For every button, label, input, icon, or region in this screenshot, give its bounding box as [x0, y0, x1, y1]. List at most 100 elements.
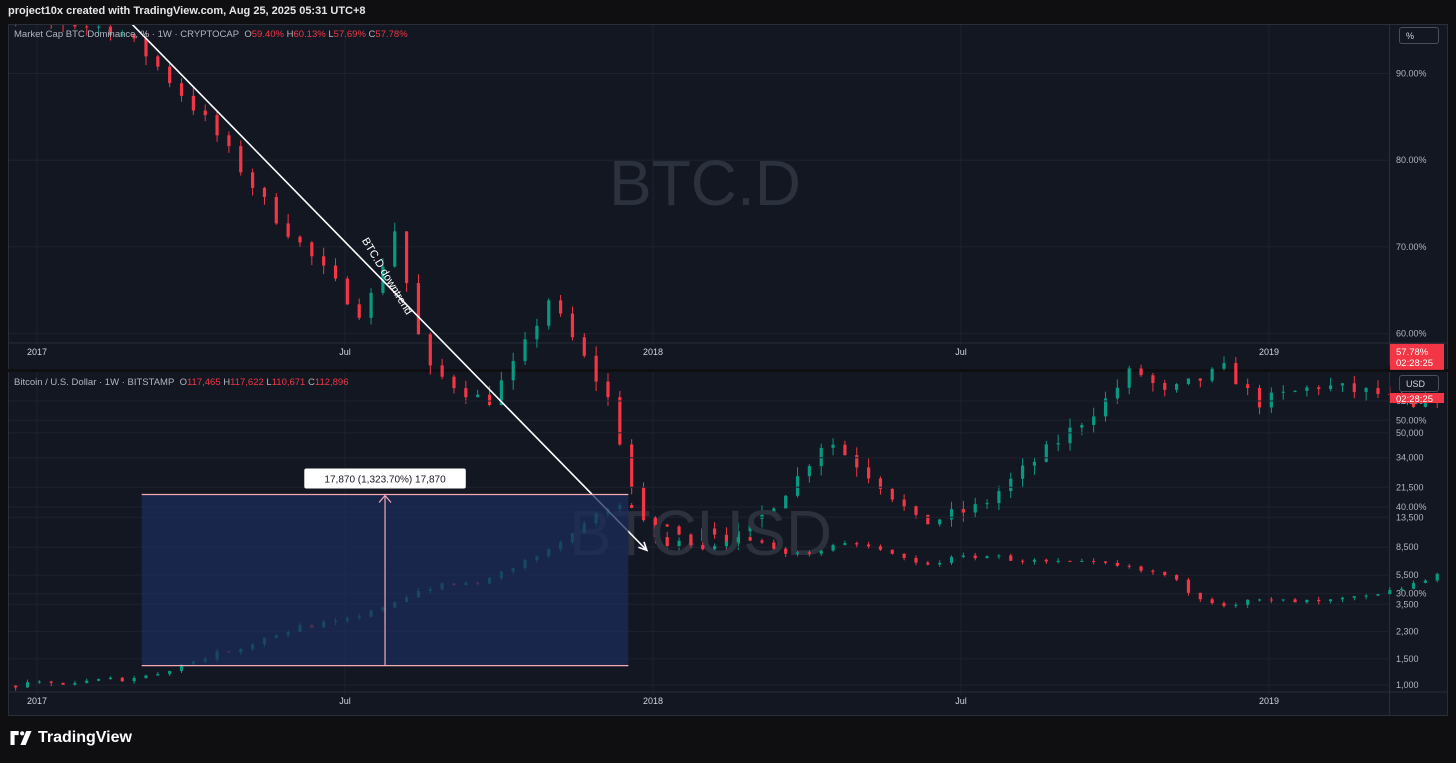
candle-body — [1009, 478, 1013, 492]
candle-body — [1021, 465, 1025, 479]
tradingview-brand[interactable]: TradingView — [10, 729, 132, 747]
candle-body — [1080, 425, 1084, 428]
candle-body — [1092, 416, 1096, 426]
dominance-pane[interactable]: BTC.D 90.00% 80.00% 70.00% 60.00% 50.00% 40.00… — [9, 25, 1447, 599]
candle-body — [156, 674, 160, 676]
candle-body — [949, 509, 954, 520]
btcusd-time-axis[interactable]: 2017Jul2018Jul2019Jul2020Jul2021Jul2022J… — [27, 696, 1447, 706]
candle-body — [689, 534, 693, 546]
candle-body — [120, 677, 124, 682]
candle-body — [1198, 378, 1202, 381]
candle-body — [1340, 383, 1345, 386]
dominance-open: 59.40% — [251, 29, 284, 40]
candle-body — [653, 517, 657, 525]
candle-body — [665, 524, 669, 527]
price-tick-label: 30.00% — [1396, 589, 1427, 599]
candle-body — [1317, 387, 1321, 390]
candle-body — [1388, 590, 1392, 595]
measure-box[interactable]: 17,870 (1,323.70%) 17,870 — [141, 468, 629, 667]
candle-body — [1411, 400, 1416, 407]
candle-body — [1376, 594, 1380, 596]
candle-body — [132, 34, 136, 39]
candle-body — [144, 38, 148, 57]
candle-body — [1163, 571, 1167, 576]
candle-body — [807, 552, 811, 554]
candle-body — [1352, 383, 1356, 392]
time-tick-label: 2019 — [1259, 347, 1279, 357]
dominance-price-axis[interactable]: 90.00% 80.00% 70.00% 60.00% 50.00% 40.00% 30.0… — [1396, 69, 1427, 599]
candle-body — [926, 514, 930, 525]
btcusd-annotations[interactable]: 17,870 (1,323.70%) 17,87022,895 (54.51%)… — [141, 390, 1447, 667]
candle-body — [108, 26, 113, 36]
candle-body — [855, 455, 859, 468]
price-tick-label: 60.00% — [1396, 329, 1427, 339]
candle-body — [168, 670, 172, 675]
candle-body — [97, 26, 101, 28]
dominance-close: 57.78% — [375, 29, 408, 40]
candle-body — [179, 83, 184, 96]
dominance-legend: Market Cap BTC Dominance, % · 1W · CRYPT… — [14, 29, 408, 40]
candle-body — [405, 231, 409, 284]
candle-body — [594, 355, 598, 382]
candle-body — [333, 265, 338, 279]
candle-body — [867, 544, 871, 547]
dominance-scale-button[interactable]: % — [1399, 27, 1439, 44]
price-tick-label: 8,500 — [1396, 542, 1419, 552]
candle-body — [843, 543, 847, 545]
measure-arrow-head — [378, 494, 392, 503]
btcusd-legend: Bitcoin / U.S. Dollar · 1W · BITSTAMP O1… — [14, 377, 349, 388]
candle-body — [618, 397, 622, 445]
candle-body — [1127, 565, 1131, 567]
candle-body — [191, 95, 195, 111]
candle-body — [239, 146, 243, 173]
candle-body — [523, 339, 527, 361]
candle-body — [1163, 383, 1167, 390]
chart-canvas[interactable]: BTC.D 90.00% 80.00% 70.00% 60.00% 50.00% 40.00… — [9, 25, 1447, 715]
candle-body — [156, 56, 160, 67]
candle-body — [369, 292, 373, 318]
candle-body — [322, 256, 326, 266]
candle-body — [1210, 368, 1214, 381]
price-tick-label: 13,500 — [1396, 512, 1424, 522]
btcusd-price-axis[interactable]: 82,00050,00034,00021,50013,5008,5005,500… — [1396, 396, 1424, 690]
price-tick-label: 80.00% — [1396, 155, 1427, 165]
candle-body — [345, 278, 349, 305]
candle-body — [772, 508, 776, 513]
candle-body — [14, 685, 18, 688]
dominance-time-axis[interactable]: 2017Jul2018Jul2019Jul2020Jul2021Jul2022J… — [27, 347, 1447, 357]
candle-body — [973, 555, 977, 559]
candle-body — [665, 537, 669, 547]
candle-body — [1329, 385, 1333, 390]
btcusd-scale-button[interactable]: USD — [1399, 375, 1439, 392]
candle-body — [985, 503, 989, 505]
candle-body — [1044, 559, 1048, 562]
candle-body — [1435, 573, 1439, 581]
candle-body — [1269, 599, 1273, 601]
candle-body — [748, 537, 752, 541]
brand-name: TradingView — [38, 729, 132, 746]
candle-body — [1151, 375, 1155, 384]
price-tag-bg — [1390, 343, 1444, 370]
price-tick-label: 3,500 — [1396, 599, 1419, 609]
candle-body — [262, 187, 267, 197]
candle-body — [1032, 559, 1037, 562]
candle-body — [1269, 392, 1273, 408]
candle-body — [1246, 384, 1250, 388]
btcusd-symbol-title: Bitcoin / U.S. Dollar · 1W · BITSTAMP — [14, 377, 175, 388]
price-tag-countdown: 02:28:25 — [1396, 358, 1433, 369]
price-tag-bg — [1390, 393, 1444, 403]
btcusd-low: 110,671 — [271, 377, 306, 388]
candle-body — [902, 553, 906, 558]
candle-body — [961, 555, 965, 557]
price-tick-label: 5,500 — [1396, 570, 1419, 580]
candle-body — [440, 365, 444, 377]
dominance-candles — [15, 25, 1439, 554]
candle-body — [724, 542, 729, 547]
candle-body — [570, 313, 575, 338]
candle-body — [393, 231, 397, 267]
candle-body — [1293, 390, 1297, 392]
candle-body — [1115, 387, 1119, 399]
pane-separator[interactable] — [8, 369, 1448, 372]
candle-body — [61, 682, 65, 685]
time-tick-label: 2018 — [643, 696, 663, 706]
